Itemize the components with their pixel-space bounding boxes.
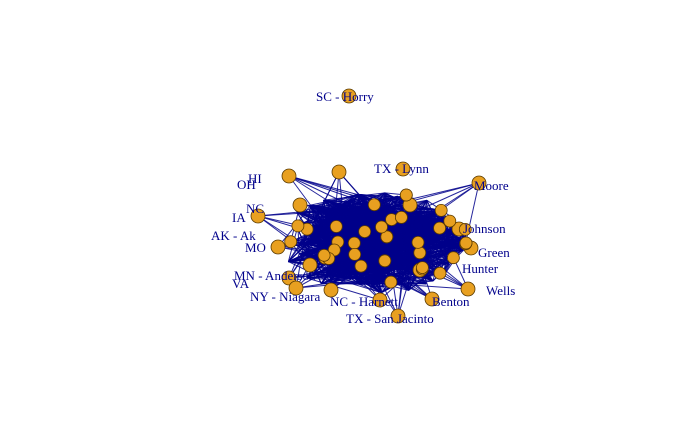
graph-edge <box>359 182 480 268</box>
graph-edge <box>384 260 433 300</box>
graph-node <box>354 259 368 273</box>
node-label-oh: OH <box>237 177 256 192</box>
graph-edge <box>309 243 466 266</box>
graph-node <box>378 254 392 268</box>
graph-edge <box>336 226 421 271</box>
graph-node <box>411 235 425 249</box>
graph-node <box>434 203 448 217</box>
graph-edge <box>295 200 348 289</box>
graph-edge <box>362 205 381 301</box>
graph-edge <box>309 206 381 301</box>
node-label-wells: Wells <box>486 283 515 298</box>
graph-edge <box>306 277 381 301</box>
graph-edge <box>324 254 421 271</box>
graph-node <box>317 248 331 262</box>
graph-edge <box>397 198 414 317</box>
graph-node <box>288 280 304 296</box>
node-layer <box>250 88 487 324</box>
graph-edge <box>307 228 381 301</box>
graph-node <box>460 281 476 297</box>
node-label-johnson: Johnson <box>463 221 506 236</box>
graph-edge <box>299 204 356 255</box>
graph-edge <box>277 246 449 265</box>
node-label-va: VA <box>232 276 250 291</box>
node-label-hunter: Hunter <box>462 261 499 276</box>
graph-node <box>380 230 394 244</box>
graph-node <box>384 275 398 289</box>
graph-node <box>292 197 308 213</box>
graph-node <box>394 210 408 224</box>
graph-node <box>459 236 473 250</box>
graph-node <box>390 308 406 324</box>
graph-node <box>395 161 411 177</box>
graph-node <box>284 235 298 249</box>
graph-edge <box>377 272 441 277</box>
node-label-horry: SC - Horry <box>316 89 374 104</box>
graph-node <box>347 236 361 250</box>
graph-edge <box>307 230 433 300</box>
graph-node <box>250 208 266 224</box>
node-label-niagara: NY - Niagara <box>250 289 320 304</box>
graph-node <box>348 247 362 261</box>
graph-node <box>433 266 447 280</box>
node-label-ak: AK - Ak <box>211 228 256 243</box>
graph-node <box>372 292 388 308</box>
graph-node <box>367 198 381 212</box>
node-label-nc: NC <box>246 201 264 216</box>
graph-node <box>341 88 357 104</box>
graph-edge <box>297 182 480 227</box>
graph-edge <box>288 267 385 279</box>
graph-node <box>375 220 388 234</box>
graph-edge <box>381 269 421 294</box>
graph-node <box>331 164 347 180</box>
graph-edge <box>257 215 388 256</box>
graph-node <box>281 168 297 184</box>
graph-node <box>446 251 460 265</box>
graph-edge <box>288 175 418 222</box>
node-label-mo: MO <box>245 240 266 255</box>
graph-edge <box>330 231 411 291</box>
graph-edge <box>257 210 336 217</box>
graph-node <box>270 239 286 255</box>
graph-node <box>329 220 343 233</box>
node-label-green: Green <box>478 245 510 260</box>
node-label-hi: HI <box>248 171 262 186</box>
node-label-san-jacinto: TX - San Jacinto <box>346 311 434 326</box>
graph-edge <box>313 247 472 275</box>
graph-edge <box>426 200 469 290</box>
graph-node <box>358 225 372 239</box>
graph-edge <box>384 192 421 271</box>
graph-edge <box>295 207 311 289</box>
graph-node <box>302 257 318 273</box>
node-label-anderson: MN - Anderson <box>234 268 316 283</box>
graph-node <box>399 188 413 202</box>
node-label-ia: IA <box>232 210 246 225</box>
node-label-moore: Moore <box>474 178 509 193</box>
label-layer: SC - Horry TX - Lynn Moore HI OH NC IA A… <box>211 89 515 326</box>
node-label-harnett: NC - Harnett <box>330 294 398 309</box>
graph-node <box>424 291 440 307</box>
graph-node <box>471 175 487 191</box>
graph-node <box>443 214 457 228</box>
graph-node <box>458 222 472 236</box>
graph-edge <box>288 175 358 195</box>
graph-edge <box>338 171 348 252</box>
graph-edge <box>360 228 460 285</box>
graph-edge <box>288 204 342 279</box>
graph-node <box>323 282 339 298</box>
graph-node <box>433 221 447 235</box>
graph-node <box>291 219 305 233</box>
graph-node <box>415 261 429 275</box>
node-label-benton: Benton <box>432 294 470 309</box>
node-label-lynn: TX - Lynn <box>374 161 429 176</box>
graph-edge <box>336 275 382 294</box>
graph-node <box>413 246 427 260</box>
graph-edge <box>299 204 441 221</box>
